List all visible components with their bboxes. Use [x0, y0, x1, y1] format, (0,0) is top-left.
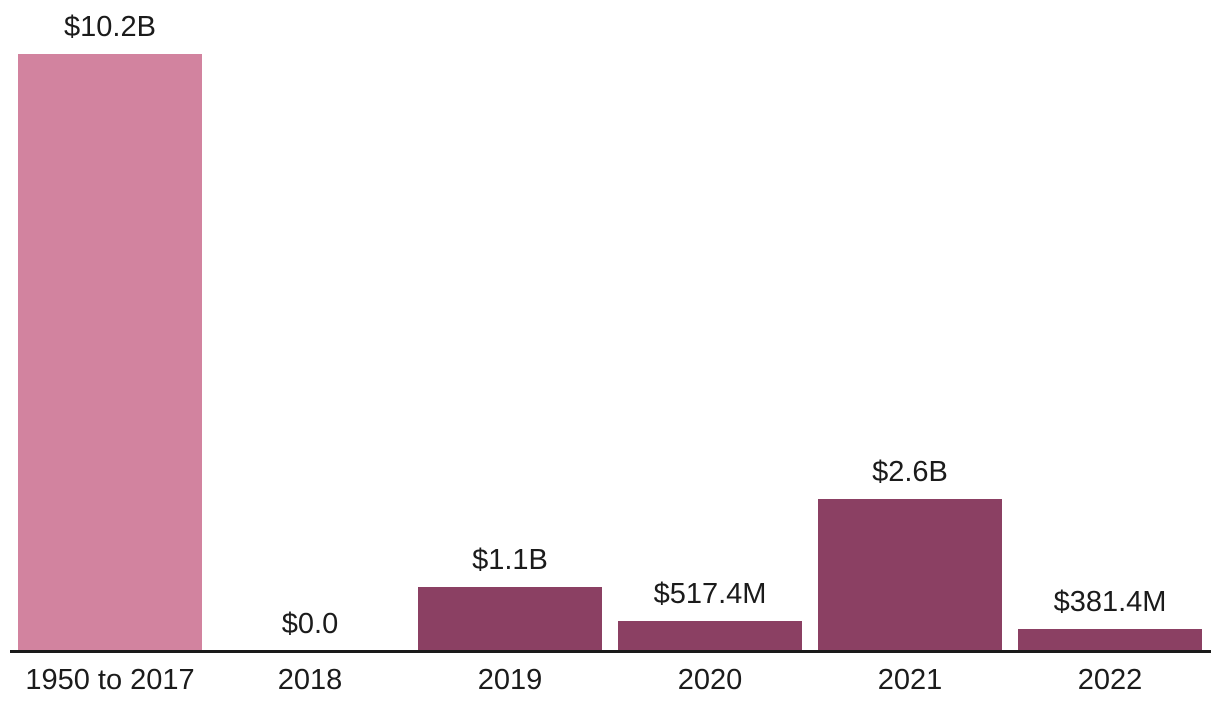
bar [618, 621, 802, 651]
x-axis-tick-label: 2022 [1077, 664, 1143, 696]
x-axis-tick-label: 2021 [877, 664, 943, 696]
x-axis-line [10, 650, 1211, 653]
x-axis-tick-label: 1950 to 2017 [25, 664, 195, 696]
bar-value-label: $381.4M [1053, 586, 1167, 618]
bar-value-label: $10.2B [64, 11, 156, 43]
bar-value-label: $2.6B [872, 456, 948, 488]
bar-value-label: $1.1B [472, 544, 548, 576]
bar-value-label: $517.4M [653, 578, 767, 610]
x-axis-tick-label: 2020 [677, 664, 743, 696]
bar-value-label: $0.0 [281, 608, 339, 640]
bar [818, 499, 1002, 651]
x-axis-tick-label: 2019 [477, 664, 543, 696]
bar [1018, 629, 1202, 651]
x-axis-tick-label: 2018 [277, 664, 343, 696]
bar [18, 54, 202, 651]
bar [418, 587, 602, 651]
